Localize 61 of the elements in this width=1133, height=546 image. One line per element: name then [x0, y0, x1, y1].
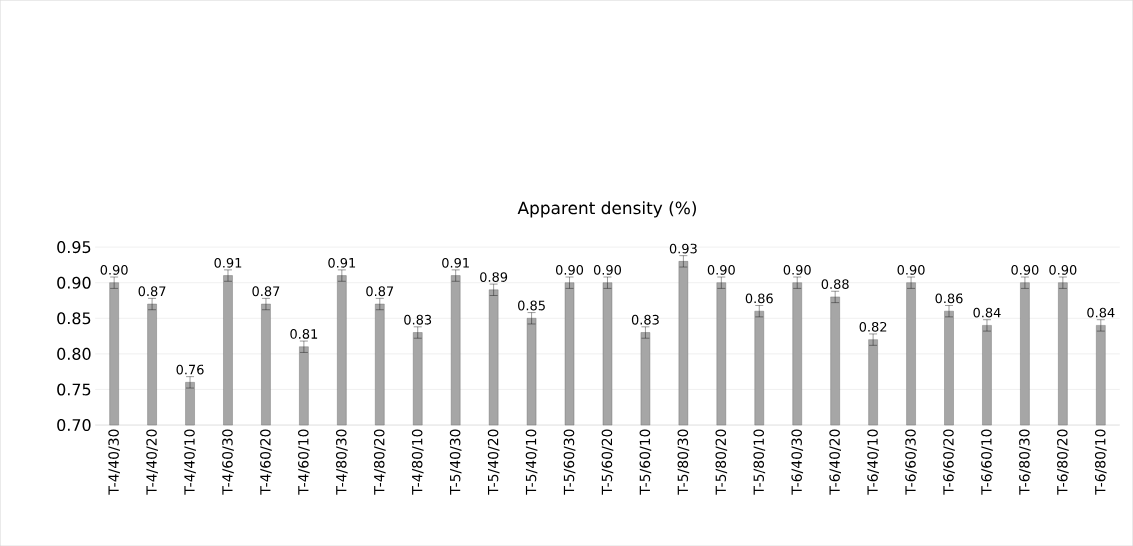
data-label: 0.90 [783, 264, 811, 275]
data-label: 0.90 [897, 264, 925, 275]
x-tick-label: T-4/40/20 [146, 429, 158, 495]
y-tick-label: 0.75 [57, 383, 91, 396]
data-label: 0.91 [442, 257, 469, 268]
y-tick-label: 0.85 [57, 312, 91, 325]
data-label: 0.90 [707, 264, 735, 275]
data-label: 0.84 [973, 307, 1001, 318]
data-label: 0.88 [821, 279, 849, 289]
y-tick-label: 0.95 [57, 240, 91, 254]
data-label: 0.90 [1049, 264, 1077, 275]
x-tick-label: T-6/80/20 [1057, 429, 1069, 495]
data-label: 0.84 [1087, 307, 1115, 318]
data-label: 0.91 [214, 257, 242, 268]
x-tick-label: T-5/60/30 [563, 429, 576, 495]
data-label: 0.89 [480, 272, 508, 282]
y-tick-label: 0.90 [57, 276, 91, 289]
x-tick-label: T-4/80/10 [411, 429, 424, 495]
data-label: 0.87 [366, 286, 394, 297]
x-tick-label: T-6/60/30 [905, 429, 917, 495]
data-label: 0.76 [176, 364, 204, 375]
x-tick-label: T-6/40/10 [867, 429, 879, 495]
data-label: 0.83 [404, 314, 432, 325]
data-label: 0.87 [252, 286, 280, 297]
x-tick-label: T-6/60/10 [981, 429, 993, 495]
x-tick-label: T-4/40/30 [108, 429, 120, 495]
data-label: 0.87 [138, 286, 166, 297]
data-label: 0.81 [290, 328, 318, 339]
x-tick-label: T-6/80/10 [1094, 429, 1107, 495]
x-tick-label: T-5/60/20 [601, 429, 614, 495]
x-tick-label: T-5/40/30 [449, 429, 462, 495]
x-tick-label: T-6/40/30 [791, 429, 804, 495]
data-label: 0.90 [100, 264, 128, 275]
x-tick-label: T-4/60/10 [298, 429, 310, 495]
x-tick-label: T-4/60/30 [222, 429, 234, 495]
x-tick-label: T-5/80/20 [715, 429, 728, 495]
data-label: 0.90 [593, 264, 622, 275]
data-label: 0.91 [328, 257, 356, 268]
data-label: 0.86 [745, 293, 773, 304]
x-tick-label: T-6/40/20 [829, 429, 841, 495]
data-label: 0.85 [518, 300, 545, 311]
y-tick-label: 0.70 [57, 418, 91, 431]
data-label: 0.83 [631, 314, 659, 325]
data-label: 0.90 [555, 264, 584, 275]
x-tick-label: T-5/40/10 [525, 429, 538, 495]
x-tick-label: T-5/60/10 [639, 429, 652, 495]
chart-title: Apparent density (%) [517, 201, 696, 218]
data-label: 0.86 [935, 293, 963, 304]
x-tick-label: T-4/80/30 [336, 429, 348, 495]
x-tick-label: T-4/60/20 [260, 429, 272, 495]
x-tick-label: T-6/60/20 [943, 429, 955, 495]
x-tick-label: T-5/80/10 [753, 429, 766, 495]
x-tick-label: T-4/40/10 [184, 429, 196, 495]
y-tick-label: 0.80 [57, 347, 91, 360]
x-tick-label: T-5/80/30 [677, 429, 690, 495]
data-label: 0.93 [669, 243, 697, 254]
x-tick-label: T-4/80/20 [373, 429, 386, 495]
x-tick-label: T-5/40/20 [487, 429, 500, 495]
x-tick-label: T-6/80/30 [1019, 429, 1031, 495]
data-label: 0.82 [859, 321, 887, 332]
data-label: 0.90 [1011, 264, 1039, 275]
